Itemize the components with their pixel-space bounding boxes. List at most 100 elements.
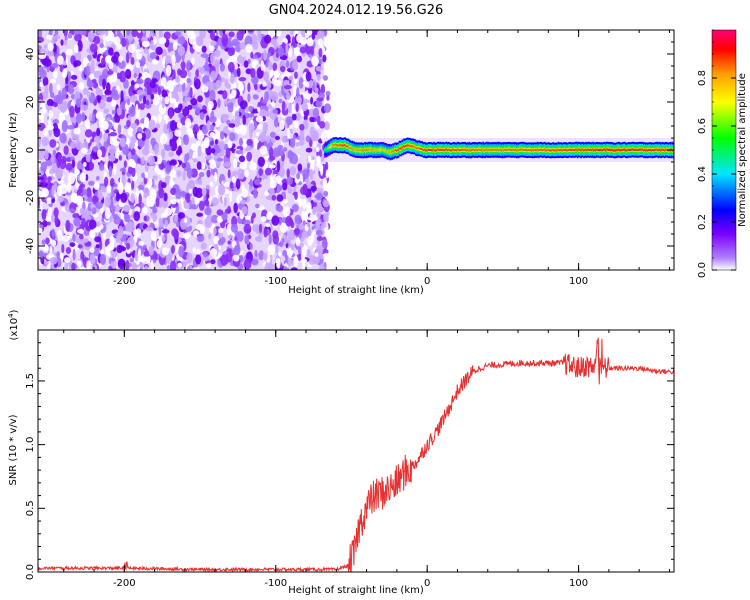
noise-blob: [201, 187, 207, 197]
noise-blob: [48, 109, 54, 120]
noise-blob: [273, 79, 282, 87]
noise-blob: [274, 135, 281, 141]
signal-cell: [622, 148, 624, 152]
signal-cell: [431, 149, 434, 152]
signal-cell: [592, 148, 594, 151]
noise-blob: [101, 120, 109, 130]
noise-blob: [81, 147, 88, 154]
noise-blob: [186, 77, 191, 84]
signal-cell: [487, 148, 490, 151]
noise-blob: [304, 81, 310, 88]
signal-cell: [580, 149, 583, 152]
noise-blob: [97, 30, 106, 35]
noise-blob: [231, 55, 235, 62]
noise-blob: [38, 122, 46, 131]
signal-cell: [521, 148, 523, 151]
noise-blob: [88, 180, 95, 186]
noise-blob: [85, 154, 91, 163]
noise-blob: [126, 98, 131, 106]
signal-cell: [576, 149, 579, 152]
signal-cell: [400, 147, 403, 150]
signal-cell: [461, 148, 463, 151]
signal-cell: [628, 148, 631, 151]
noise-blob: [220, 254, 228, 267]
noise-blob: [236, 54, 243, 64]
noise-blob: [231, 176, 237, 184]
signal-cell: [480, 148, 483, 152]
noise-blob: [206, 120, 211, 131]
signal-cell: [502, 148, 504, 151]
noise-blob: [177, 212, 186, 219]
noise-blob: [206, 263, 211, 269]
noise-blob: [277, 251, 282, 257]
noise-blob: [211, 148, 216, 154]
noise-blob: [160, 171, 166, 179]
noise-blob: [70, 74, 78, 80]
signal-cell: [639, 148, 642, 151]
noise-blob: [125, 68, 132, 80]
signal-cell: [357, 149, 360, 152]
noise-blob: [98, 100, 106, 110]
signal-cell: [413, 145, 415, 148]
noise-blob: [54, 215, 59, 226]
signal-track: [324, 136, 674, 162]
noise-blob: [268, 233, 272, 245]
signal-cell: [375, 149, 378, 152]
signal-cell: [654, 149, 656, 152]
noise-blob: [311, 55, 320, 67]
noise-blob: [301, 30, 307, 38]
noise-blob: [164, 219, 169, 228]
noise-blob: [314, 194, 321, 199]
signal-cell: [453, 148, 455, 151]
signal-cell: [352, 148, 354, 151]
signal-cell: [470, 149, 473, 152]
noise-blob: [46, 197, 52, 205]
noise-blob: [201, 162, 206, 170]
noise-blob: [196, 212, 204, 217]
signal-cell: [664, 149, 666, 152]
signal-cell: [578, 148, 581, 151]
noise-blob: [316, 73, 321, 82]
noise-blob: [239, 42, 247, 50]
tick-label: 0.4: [697, 166, 708, 182]
noise-blob: [169, 160, 177, 166]
noise-blob: [231, 89, 237, 99]
signal-cell: [638, 148, 641, 151]
signal-cell: [442, 148, 444, 151]
noise-blob: [116, 30, 121, 37]
noise-blob: [226, 83, 232, 90]
tick-label: 0: [25, 147, 36, 153]
noise-blob: [305, 135, 311, 143]
signal-cell: [367, 148, 370, 151]
signal-cell: [373, 149, 375, 152]
noise-blob: [91, 79, 97, 84]
signal-cell: [456, 148, 459, 151]
signal-cell: [655, 148, 658, 151]
noise-blob: [258, 250, 265, 261]
noise-blob: [268, 146, 274, 158]
signal-cell: [353, 148, 355, 151]
signal-cell: [495, 148, 497, 151]
noise-blob: [126, 242, 131, 250]
noise-blob: [91, 207, 97, 215]
signal-cell: [338, 144, 341, 147]
signal-cell: [393, 150, 395, 153]
noise-blob: [186, 152, 190, 162]
noise-blob: [144, 171, 149, 179]
signal-cell: [452, 148, 454, 152]
signal-cell: [556, 149, 559, 152]
noise-blob: [175, 149, 182, 156]
noise-blob: [167, 46, 172, 53]
noise-blob: [46, 66, 50, 73]
signal-cell: [634, 148, 636, 151]
signal-cell: [385, 149, 387, 152]
noise-blob: [226, 223, 231, 236]
noise-blob: [241, 205, 248, 215]
noise-blob: [257, 235, 262, 243]
noise-blob: [127, 43, 136, 54]
signal-cell: [441, 148, 444, 151]
noise-blob: [210, 31, 216, 41]
noise-blob: [118, 182, 124, 188]
noise-blob: [299, 242, 304, 248]
